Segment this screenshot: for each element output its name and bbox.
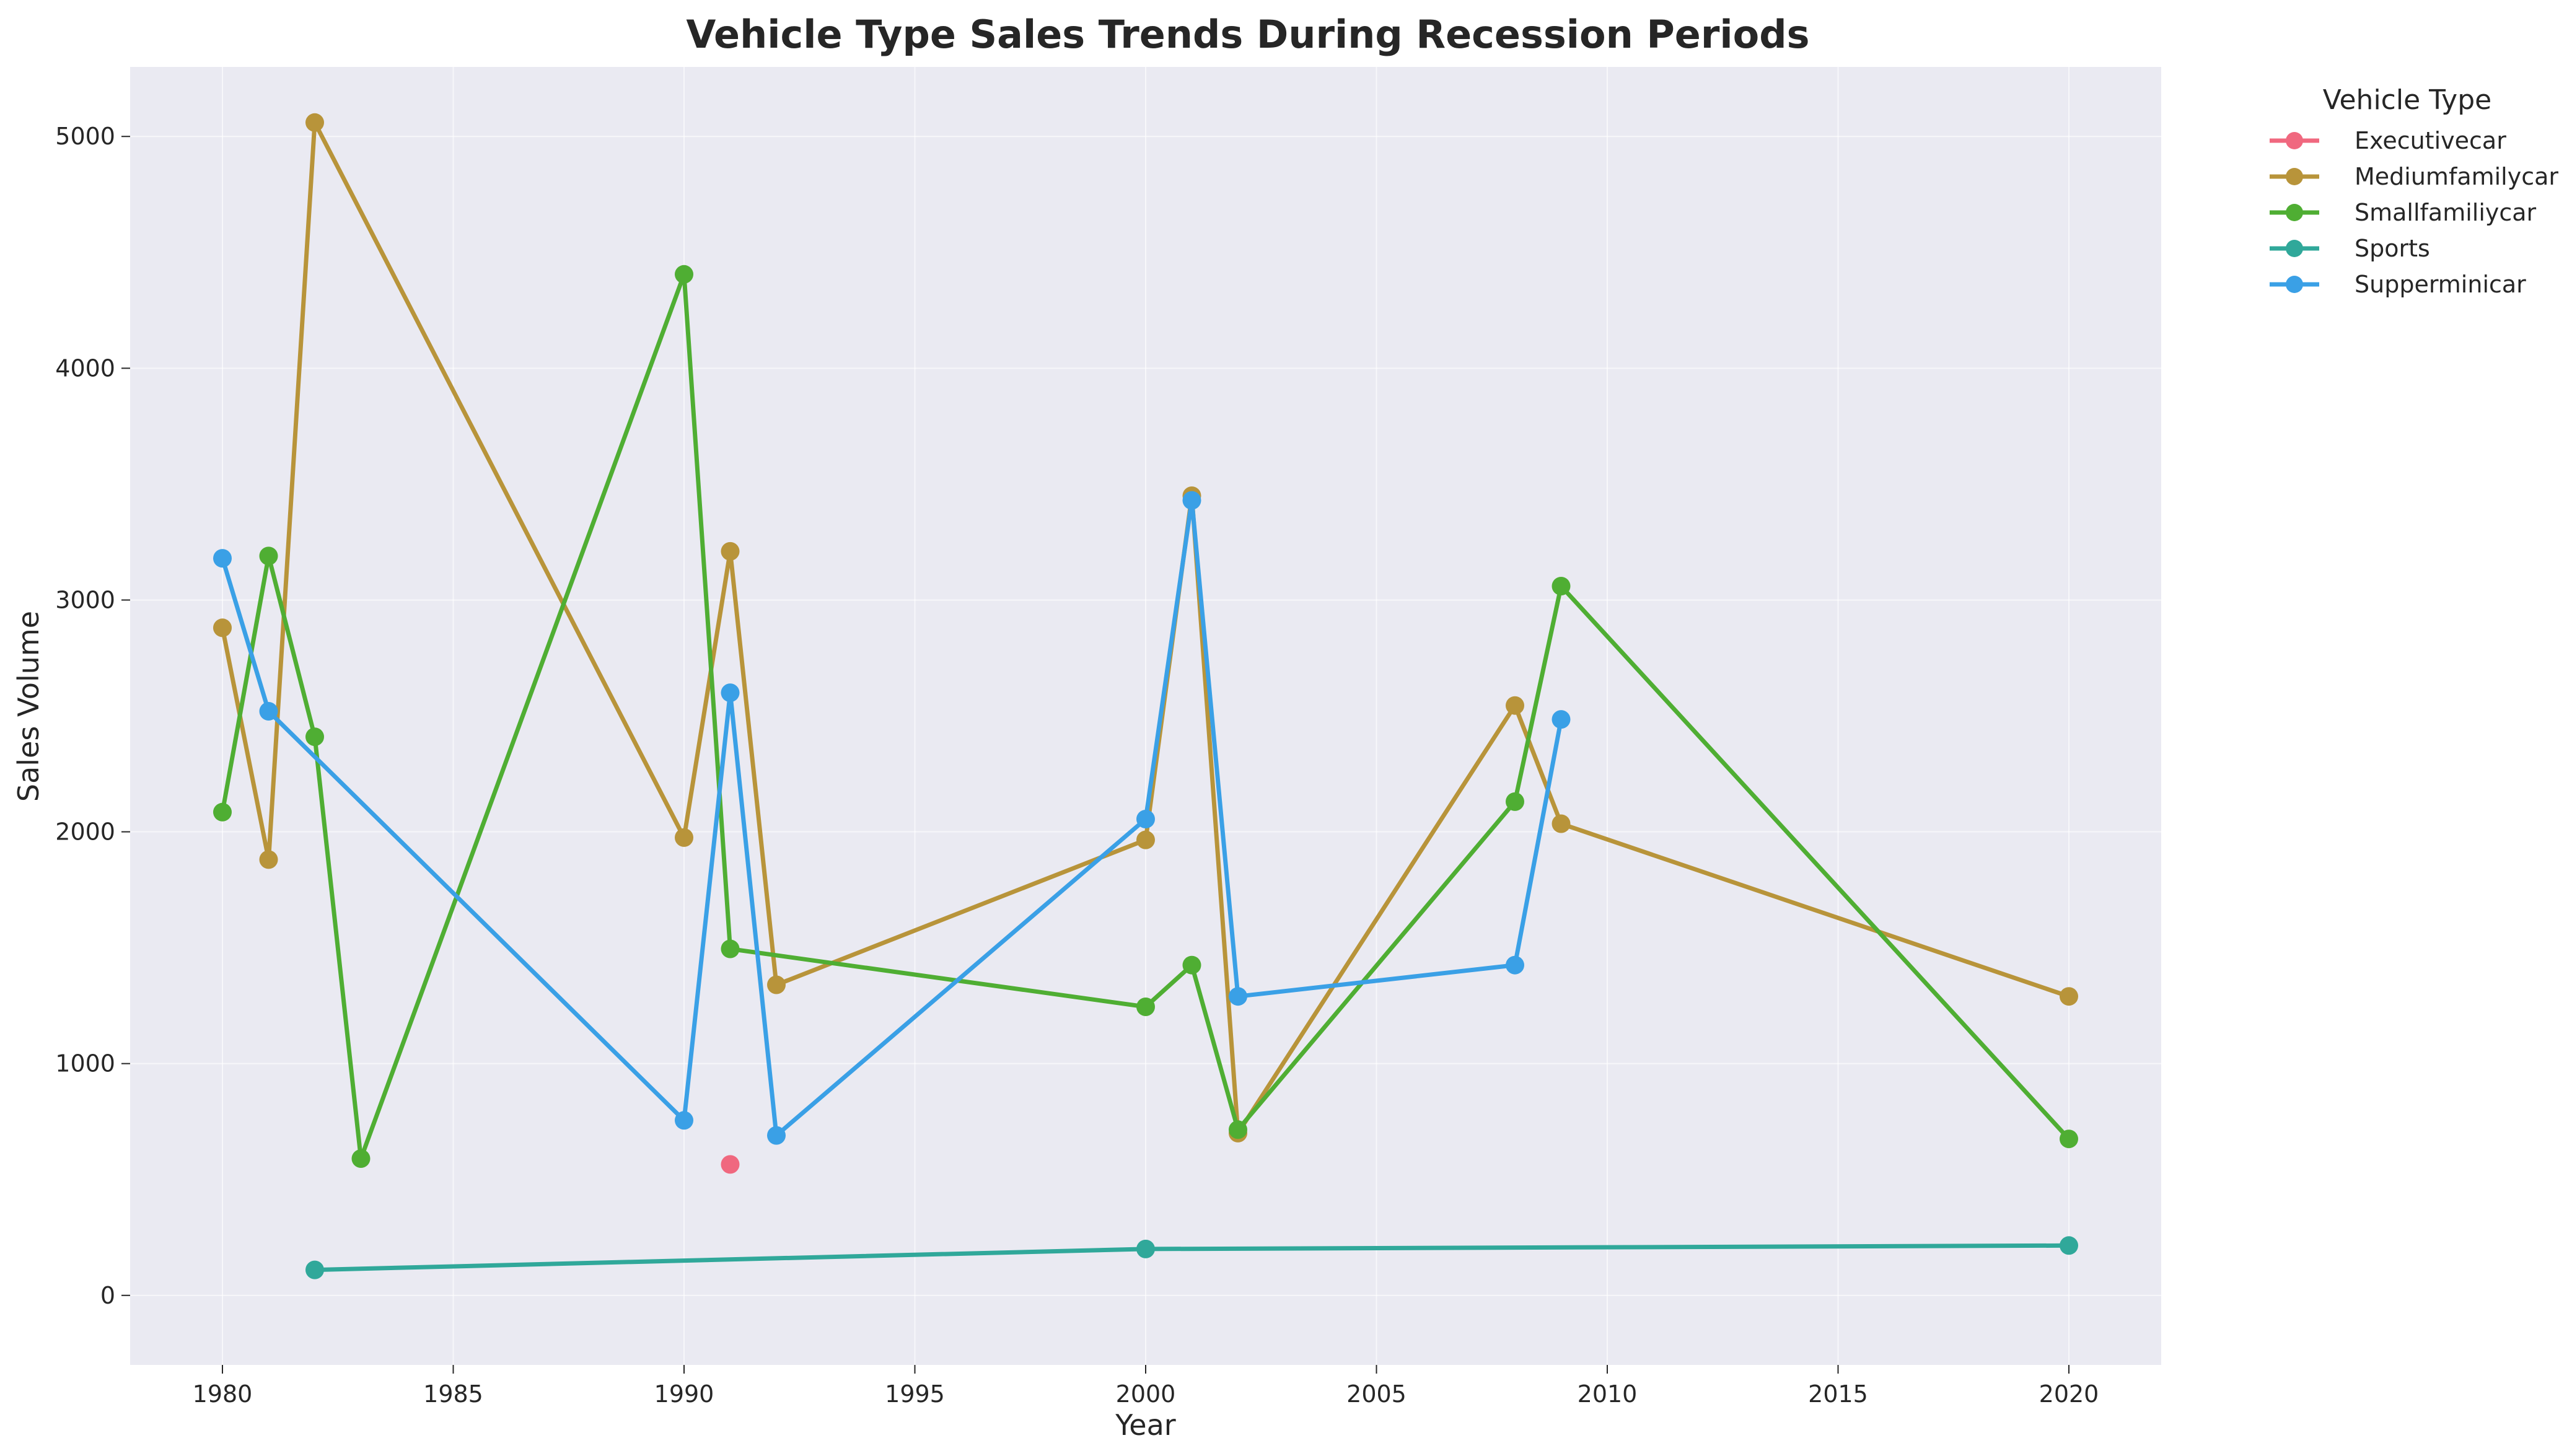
x-tick-label: 1985 <box>423 1380 483 1408</box>
legend-marker <box>2286 132 2303 149</box>
legend-marker <box>2286 240 2303 257</box>
data-point-smallfamiliycar <box>1506 792 1524 811</box>
data-point-smallfamiliycar <box>213 802 232 822</box>
data-point-supperminicar <box>721 683 740 703</box>
data-point-supperminicar <box>213 549 232 568</box>
data-point-smallfamiliycar <box>1182 955 1201 975</box>
data-point-mediumfamilycar <box>1506 696 1524 715</box>
x-tick-label: 2010 <box>1578 1380 1638 1408</box>
legend-marker <box>2286 276 2303 293</box>
data-point-mediumfamilycar <box>213 618 232 638</box>
x-tick-label: 1995 <box>885 1380 945 1408</box>
data-point-supperminicar <box>1552 710 1571 729</box>
y-tick-label: 5000 <box>55 123 115 150</box>
legend-item-supperminicar: Supperminicar <box>2270 271 2526 298</box>
data-point-mediumfamilycar <box>675 828 693 847</box>
series-smallfamiliycar <box>213 265 2078 1168</box>
data-point-supperminicar <box>767 1126 786 1145</box>
data-point-mediumfamilycar <box>259 850 278 869</box>
chart-title: Vehicle Type Sales Trends During Recessi… <box>686 12 1809 57</box>
data-point-smallfamiliycar <box>305 727 324 747</box>
data-point-smallfamiliycar <box>1229 1120 1247 1139</box>
data-point-mediumfamilycar <box>1136 830 1155 849</box>
y-axis-ticks: 0 1000 2000 3000 4000 5000 <box>55 123 130 1309</box>
x-tick-label: 2020 <box>2039 1380 2099 1408</box>
data-point-sports <box>1136 1239 1155 1258</box>
legend-item-smallfamiliycar: Smallfamiliycar <box>2270 199 2537 226</box>
data-point-smallfamiliycar <box>721 939 740 958</box>
x-tick-label: 1980 <box>193 1380 253 1408</box>
legend-label: Executivecar <box>2355 127 2506 154</box>
y-tick-label: 4000 <box>55 354 115 382</box>
legend: Vehicle Type Executivecar Mediumfamilycar… <box>2270 84 2558 298</box>
data-point-smallfamiliycar <box>259 546 278 566</box>
x-axis-ticks: 1980 1985 1990 1995 2000 2005 2010 2015 2020 <box>193 1365 2099 1408</box>
data-point-mediumfamilycar <box>1552 814 1571 833</box>
data-point-sports <box>305 1260 324 1279</box>
y-tick-label: 3000 <box>55 586 115 613</box>
data-point-mediumfamilycar <box>767 975 786 994</box>
data-point-smallfamiliycar <box>2060 1129 2078 1149</box>
data-point-supperminicar <box>1182 491 1201 510</box>
data-point-mediumfamilycar <box>2060 987 2078 1006</box>
series-executivecar <box>721 1155 740 1174</box>
legend-item-executivecar: Executivecar <box>2270 127 2506 154</box>
x-tick-label: 2015 <box>1808 1380 1868 1408</box>
data-point-supperminicar <box>1229 987 1247 1006</box>
data-point-sports <box>2060 1236 2078 1255</box>
series-line-supperminicar <box>220 498 1563 1138</box>
data-point-supperminicar <box>675 1111 693 1130</box>
data-point-supperminicar <box>1136 810 1155 828</box>
series-mediumfamilycar <box>213 113 2078 1142</box>
x-tick-label: 2000 <box>1116 1380 1176 1408</box>
legend-title: Vehicle Type <box>2323 84 2491 116</box>
x-tick-label: 2005 <box>1346 1380 1407 1408</box>
data-point-executivecar <box>721 1155 740 1174</box>
y-axis-title: Sales Volume <box>12 611 45 802</box>
legend-label: Sports <box>2355 235 2430 262</box>
x-axis-title: Year <box>1115 1408 1175 1442</box>
x-tick-label: 1990 <box>654 1380 714 1408</box>
series-sports <box>305 1236 2078 1279</box>
data-point-mediumfamilycar <box>305 113 324 132</box>
data-point-mediumfamilycar <box>721 542 740 561</box>
legend-label: Smallfamiliycar <box>2355 199 2537 226</box>
data-point-smallfamiliycar <box>1136 998 1155 1016</box>
data-point-supperminicar <box>259 702 278 721</box>
y-tick-label: 1000 <box>55 1050 115 1077</box>
y-tick-label: 0 <box>100 1282 115 1309</box>
series-layer <box>213 113 2078 1279</box>
legend-label: Supperminicar <box>2355 271 2526 298</box>
legend-items: Executivecar Mediumfamilycar Smallfamiliyc… <box>2270 127 2558 298</box>
legend-item-sports: Sports <box>2270 235 2430 262</box>
data-point-supperminicar <box>1506 955 1524 975</box>
data-point-smallfamiliycar <box>351 1149 371 1168</box>
series-line-smallfamiliycar <box>220 272 2071 1161</box>
data-point-smallfamiliycar <box>1552 577 1571 595</box>
legend-item-mediumfamilycar: Mediumfamilycar <box>2270 163 2558 190</box>
legend-label: Mediumfamilycar <box>2355 163 2558 190</box>
y-tick-label: 2000 <box>55 818 115 846</box>
series-supperminicar <box>213 491 1571 1145</box>
data-point-smallfamiliycar <box>675 265 693 284</box>
legend-marker <box>2286 168 2303 185</box>
series-line-mediumfamilycar <box>220 120 2071 1136</box>
legend-marker <box>2286 204 2303 221</box>
